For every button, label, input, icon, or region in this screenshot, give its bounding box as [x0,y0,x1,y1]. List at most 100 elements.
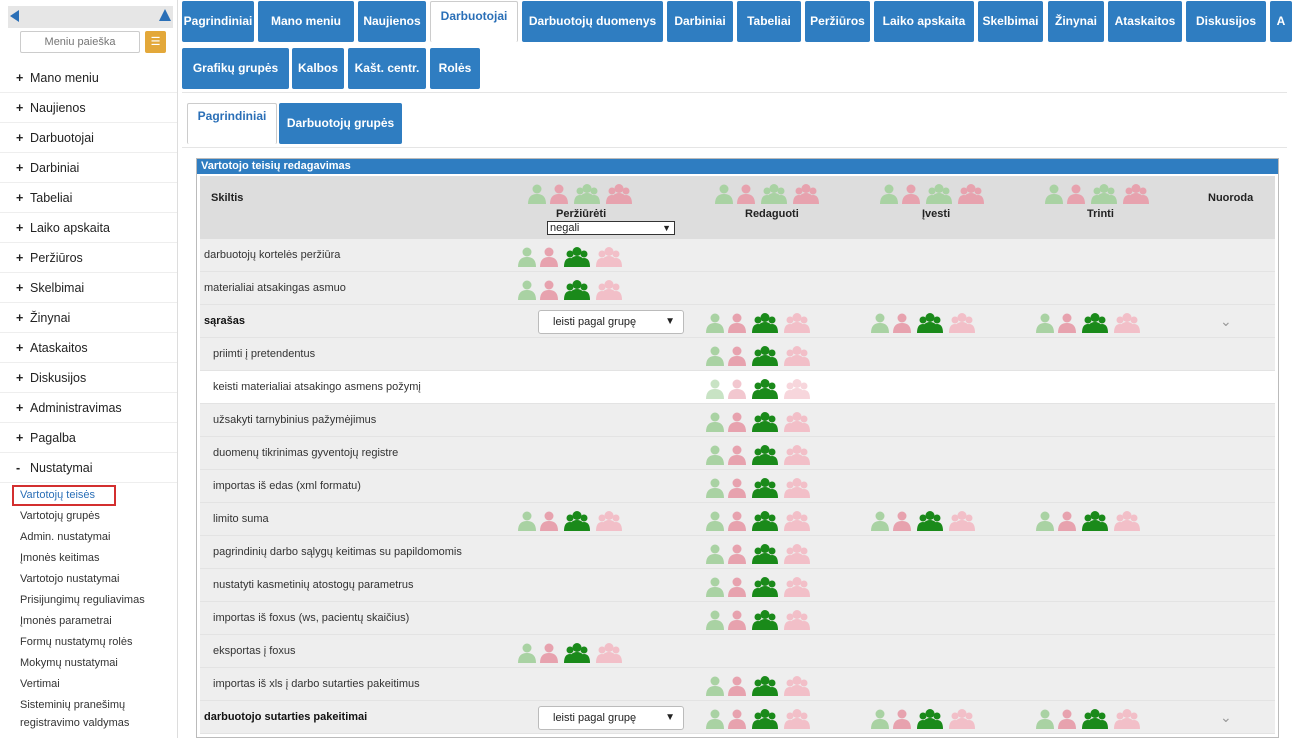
collapse-left-icon[interactable] [10,10,19,22]
tab-row2-1[interactable]: Kalbos [292,48,344,89]
add-permission-icons[interactable] [871,511,989,531]
edit-permission-icons[interactable] [706,346,824,366]
menu-search-input[interactable] [20,31,140,53]
sidebar-subitem[interactable]: Vartotojo nustatymai [20,573,120,585]
sidebar-item[interactable]: + Laiko apskaita [0,213,177,243]
panel-title: Vartotojo teisių redagavimas [197,159,1278,174]
sidebar-item[interactable]: + Pagalba [0,423,177,453]
sidebar-item-label: Žinynai [30,311,71,325]
tab-row2-2[interactable]: Kašt. centr. [348,48,426,89]
sidebar-item-label: Pagalba [30,431,76,445]
sidebar-item[interactable]: + Skelbimai [0,273,177,303]
sidebar-item[interactable]: + Peržiūros [0,243,177,273]
view-permission-icons[interactable] [518,247,636,267]
del-permission-icons[interactable] [1036,709,1154,729]
sidebar-subitem[interactable]: Vertimai [20,678,60,690]
sidebar-subitem[interactable]: Įmonės keitimas [20,552,100,564]
view-permission-select[interactable]: negali ▼ [547,221,675,235]
tab-row2-3[interactable]: Rolės [430,48,480,89]
expand-icon: + [16,431,24,445]
scroll-up-icon[interactable] [159,9,171,21]
sidebar-item[interactable]: + Darbiniai [0,153,177,183]
expand-icon: + [16,251,24,265]
edit-permission-icons[interactable] [706,445,824,465]
expand-icon: + [16,281,24,295]
view-permission-icons[interactable] [518,280,636,300]
sidebar-subitem[interactable]: Vartotojų grupės [20,510,100,522]
tab-8[interactable]: Laiko apskaita [874,1,974,42]
tab-3[interactable]: Darbuotojai [430,1,518,42]
sidebar-item-label: Administravimas [30,401,122,415]
sidebar-subitem[interactable]: Formų nustatymų rolės [20,636,133,648]
tab-4[interactable]: Darbuotojų duomenys [522,1,663,42]
table-row: nustatyti kasmetinių atostogų parametrus [200,569,1275,602]
edit-permission-icons[interactable] [706,610,824,630]
sidebar-subitem-active[interactable]: Vartotojų teisės [12,485,116,506]
chevron-down-icon[interactable]: ⌄ [1220,709,1232,725]
sidebar-subitem[interactable]: Prisijungimų reguliavimas [20,594,145,606]
tab-5[interactable]: Darbiniai [667,1,733,42]
sidebar-item[interactable]: + Diskusijos [0,363,177,393]
delete-group-icons [1045,184,1163,204]
table-row: importas iš foxus (ws, pacientų skaičius… [200,602,1275,635]
tab-row2-0[interactable]: Grafikų grupės [182,48,289,89]
sidebar-subitem[interactable]: Admin. nustatymai [20,531,111,543]
sidebar-item-label: Tabeliai [30,191,73,205]
edit-permission-icons[interactable] [706,313,824,333]
sidebar-subitem[interactable]: Mokymų nustatymai [20,657,118,669]
sidebar-item[interactable]: + Administravimas [0,393,177,423]
view-permission-icons[interactable] [518,511,636,531]
row-label: eksportas į foxus [213,645,296,657]
tab-9[interactable]: Skelbimai [978,1,1043,42]
edit-permission-icons[interactable] [706,544,824,564]
edit-permission-icons[interactable] [706,379,824,399]
sidebar-item[interactable]: + Mano meniu [0,63,177,93]
tab-7[interactable]: Peržiūros [805,1,870,42]
sidebar-subitem[interactable]: Įmonės parametrai [20,615,112,627]
view-permission-icons[interactable] [518,643,636,663]
tab-6[interactable]: Tabeliai [737,1,801,42]
expand-icon: + [16,221,24,235]
edit-permission-icons[interactable] [706,577,824,597]
sidebar-item[interactable]: + Darbuotojai [0,123,177,153]
sidebar-subitem[interactable]: registravimo valdymas [20,717,130,729]
edit-permission-icons[interactable] [706,511,824,531]
sidebar-collapse-bar [8,6,173,28]
row-label: pagrindinių darbo sąlygų keitimas su pap… [213,546,462,558]
sidebar-item[interactable]: + Ataskaitos [0,333,177,363]
add-permission-icons[interactable] [871,313,989,333]
tab-13[interactable]: A [1270,1,1292,42]
sidebar-item[interactable]: + Naujienos [0,93,177,123]
tab-1[interactable]: Mano meniu [258,1,354,42]
sidebar-subitem[interactable]: Sisteminių pranešimų [20,699,126,711]
column-skiltis: Skiltis [211,192,244,204]
edit-permission-icons[interactable] [706,478,824,498]
sidebar-item[interactable]: - Nustatymai [0,453,177,483]
edit-permission-icons[interactable] [706,709,824,729]
dropdown-value: leisti pagal grupę [553,712,637,724]
del-permission-icons[interactable] [1036,313,1154,333]
tab-2[interactable]: Naujienos [358,1,426,42]
row-label: darbuotojų kortelės peržiūra [204,249,341,261]
tab-12[interactable]: Diskusijos [1186,1,1266,42]
subtab-0[interactable]: Pagrindiniai [187,103,277,144]
edit-permission-icons[interactable] [706,412,824,432]
list-icon[interactable]: ☰ [145,31,166,53]
table-row: limito suma [200,503,1275,536]
del-permission-icons[interactable] [1036,511,1154,531]
chevron-down-icon[interactable]: ⌄ [1220,313,1232,329]
tab-10[interactable]: Žinynai [1048,1,1104,42]
sidebar-menu: + Mano meniu + Naujienos + Darbuotojai + Darbin… [0,63,177,734]
sidebar-item[interactable]: + Žinynai [0,303,177,333]
table-row: darbuotojo sutarties pakeitimai leisti pa… [200,701,1275,734]
add-permission-icons[interactable] [871,709,989,729]
tab-0[interactable]: Pagrindiniai [182,1,254,42]
subtab-1[interactable]: Darbuotojų grupės [279,103,402,144]
view-permission-dropdown[interactable]: leisti pagal grupę ▼ [538,706,684,730]
sidebar-item[interactable]: + Tabeliai [0,183,177,213]
view-permission-dropdown[interactable]: leisti pagal grupę ▼ [538,310,684,334]
edit-permission-icons[interactable] [706,676,824,696]
column-nuoroda: Nuoroda [1208,192,1254,204]
tab-11[interactable]: Ataskaitos [1108,1,1182,42]
expand-icon: + [16,341,24,355]
